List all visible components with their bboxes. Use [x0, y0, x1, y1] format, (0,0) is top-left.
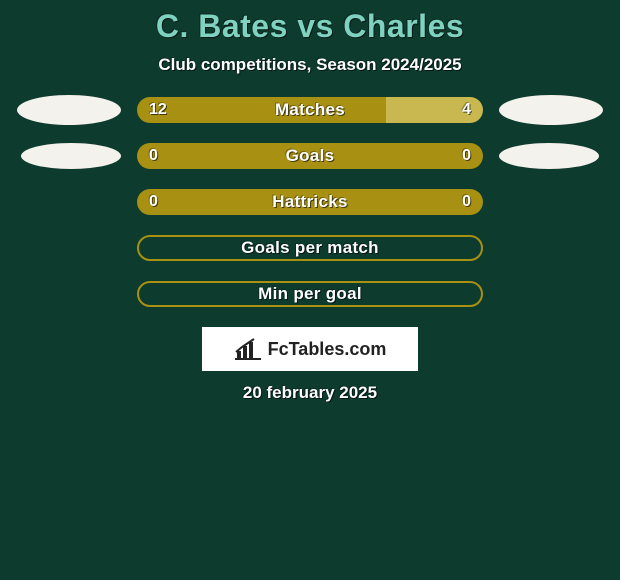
player-left-marker [21, 143, 121, 169]
footer-logo: FcTables.com [202, 327, 418, 371]
stat-value-right: 0 [462, 143, 471, 169]
stat-bar: Goals0 0 [137, 143, 483, 169]
stat-bar: Hattricks0 0 [137, 189, 483, 215]
stat-value-left: 12 [149, 97, 167, 123]
stat-value-right: 0 [462, 189, 471, 215]
spacer [499, 281, 603, 307]
footer-logo-text: FcTables.com [268, 339, 387, 360]
spacer [17, 189, 121, 215]
stat-label: Matches [137, 97, 483, 123]
spacer [17, 281, 121, 307]
comparison-infographic: C. Bates vs Charles Club competitions, S… [0, 0, 620, 580]
page-title: C. Bates vs Charles [0, 8, 620, 45]
stat-label: Goals [137, 143, 483, 169]
stat-row: Hattricks0 0 [0, 189, 620, 215]
stat-label: Min per goal [139, 283, 481, 305]
player-right-marker [499, 95, 603, 125]
bar-chart-icon [234, 338, 262, 360]
stat-row: Goals0 0 [0, 143, 620, 169]
stat-rows: Matches124Goals00Hattricks00Goals per ma… [0, 97, 620, 307]
spacer [499, 235, 603, 261]
stat-row: Goals per match [0, 235, 620, 261]
stat-bar: Min per goal [137, 281, 483, 307]
stat-label: Goals per match [139, 237, 481, 259]
player-right-marker [499, 143, 599, 169]
footer-date: 20 february 2025 [0, 383, 620, 403]
spacer [17, 235, 121, 261]
spacer [499, 189, 603, 215]
stat-bar: Matches12 4 [137, 97, 483, 123]
stat-row: Matches12 4 [0, 97, 620, 123]
player-left-marker [17, 95, 121, 125]
subtitle: Club competitions, Season 2024/2025 [0, 55, 620, 75]
stat-bar: Goals per match [137, 235, 483, 261]
stat-value-left: 0 [149, 189, 158, 215]
stat-label: Hattricks [137, 189, 483, 215]
stat-value-right: 4 [462, 97, 471, 123]
stat-row: Min per goal [0, 281, 620, 307]
stat-value-left: 0 [149, 143, 158, 169]
